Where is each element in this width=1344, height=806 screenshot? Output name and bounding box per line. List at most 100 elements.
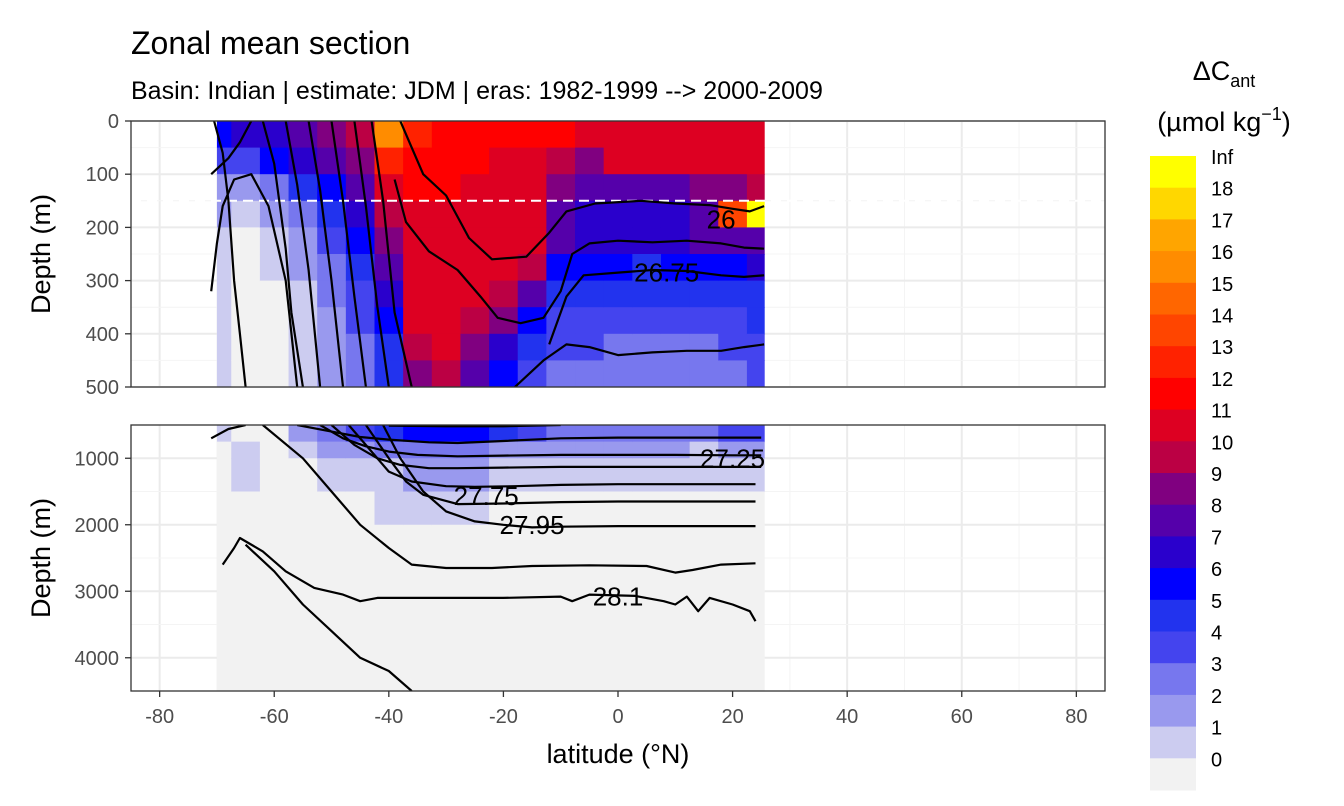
heatmap-cell (345, 558, 376, 592)
legend-label: 4 (1211, 623, 1222, 645)
heatmap-cell (403, 558, 433, 592)
heatmap-cell (489, 491, 519, 526)
y-tick-label: 300 (86, 271, 119, 293)
heatmap-cell (575, 458, 605, 493)
heatmap-cell (345, 200, 376, 228)
heatmap-cell (603, 121, 633, 149)
legend-label: 17 (1211, 210, 1233, 232)
heatmap-cell (259, 591, 290, 626)
heatmap-cell (374, 558, 404, 592)
heatmap-cell (216, 524, 232, 559)
heatmap-cell (460, 254, 490, 282)
isopycnal-line (261, 121, 304, 387)
isopycnal-line (210, 121, 253, 176)
heatmap-cell (517, 280, 547, 308)
heatmap-cell (746, 254, 765, 282)
y-tick-label: 1000 (75, 448, 120, 470)
heatmap-cell (345, 524, 376, 559)
legend-swatch (1150, 409, 1196, 442)
heatmap-cell (603, 558, 633, 592)
panel-upper: 26 26.75 0 100 200 300 400 500 Depth (m) (26, 111, 1106, 399)
heatmap-cell (603, 280, 633, 308)
heatmap-cell (689, 524, 719, 559)
heatmap-cell (317, 491, 347, 526)
contour-label: 28.1 (593, 582, 644, 612)
heatmap-cell (216, 360, 232, 387)
heatmap-cell (746, 333, 765, 361)
legend-swatch (1150, 504, 1196, 537)
heatmap-cell (546, 174, 576, 202)
heatmap-cell (575, 524, 605, 559)
y-tick-label: 4000 (75, 648, 120, 670)
heatmap-cell (431, 360, 462, 387)
legend-title-subscript: ant (1230, 71, 1255, 91)
heatmap-cell (746, 147, 765, 175)
heatmap-cell (288, 254, 318, 282)
heatmap-cell (345, 174, 376, 202)
heatmap-cell (660, 458, 691, 493)
legend-title-close: ) (1282, 107, 1291, 137)
heatmap-cell (718, 147, 748, 175)
heatmap-cell (575, 121, 605, 149)
heatmap-cell (517, 624, 547, 691)
isopycnal-line (210, 173, 299, 387)
heatmap-cell (632, 491, 662, 526)
heatmap-cell (546, 458, 576, 493)
heatmap-cell (288, 491, 318, 526)
isopycnal-line (514, 343, 765, 387)
isopycnal-line (330, 121, 367, 387)
isopycnal-line (353, 121, 390, 387)
heatmap-cell (718, 491, 748, 526)
legend-label: 14 (1211, 306, 1233, 328)
heatmap-cell (431, 558, 462, 592)
heatmap-cell (746, 425, 765, 443)
heatmap-cell (259, 280, 290, 308)
heatmap-cell (575, 425, 605, 443)
heatmap-cell (746, 121, 765, 149)
heatmap-cell (603, 174, 633, 202)
heatmap-cell (460, 491, 490, 526)
heatmap-cell (288, 591, 318, 626)
y-tick-label: 100 (86, 164, 119, 186)
heatmap-cell (746, 360, 765, 387)
heatmap-cell (403, 591, 433, 626)
heatmap-cell (603, 441, 633, 459)
heatmap-cell (460, 524, 490, 559)
heatmap-cell (231, 254, 261, 282)
isopycnal-contours (210, 425, 762, 691)
heatmap-cell (603, 425, 633, 443)
legend-title-line1: ΔCant (1193, 56, 1256, 91)
heatmap-cell (345, 458, 376, 493)
contour-label: 27.75 (454, 481, 519, 511)
heatmap-cell (660, 524, 691, 559)
legend: ΔCant(µmol kg−1)Inf181716151413121110987… (1150, 56, 1291, 791)
legend-label: 18 (1211, 179, 1233, 201)
heatmap-cell (632, 147, 662, 175)
y-tick-label: 2000 (75, 515, 120, 537)
heatmap-cell (632, 558, 662, 592)
heatmap-cell (603, 591, 633, 626)
heatmap-cell (431, 624, 462, 691)
heatmap-cell (288, 280, 318, 308)
heatmap-cell (546, 441, 576, 459)
heatmap-cell (632, 307, 662, 335)
heatmap-cell (517, 254, 547, 282)
heatmap-cell (374, 121, 404, 149)
heatmap-cell (317, 333, 347, 361)
heatmap-cell (603, 360, 633, 387)
heatmap-cell (632, 441, 662, 459)
heatmap-cell (489, 200, 519, 228)
heatmap-cell (460, 425, 490, 443)
heatmap-cell (216, 307, 232, 335)
heatmap-cell (517, 174, 547, 202)
legend-swatch (1150, 631, 1196, 664)
heatmap-cell (603, 491, 633, 526)
heatmap-cell (216, 458, 232, 493)
legend-swatch (1150, 441, 1196, 474)
heatmap-cell (460, 333, 490, 361)
heatmap-cell (746, 624, 765, 691)
heatmap-cell (489, 174, 519, 202)
